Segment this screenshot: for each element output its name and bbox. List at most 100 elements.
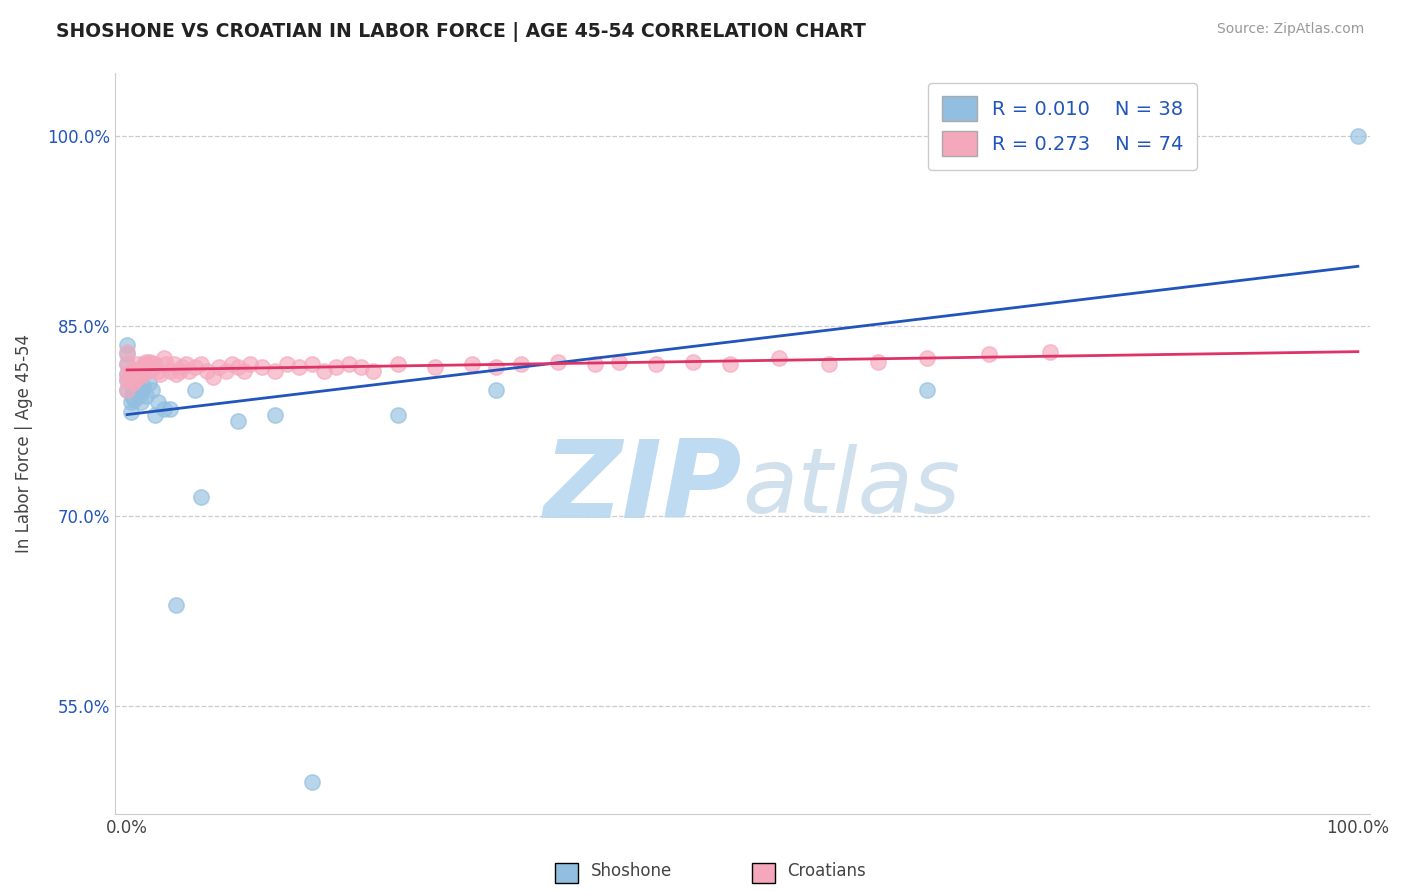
Point [547, 355, 569, 369]
Point [115, 368, 138, 382]
Point [172, 359, 194, 374]
Point [387, 357, 409, 371]
Point [128, 383, 150, 397]
Text: SHOSHONE VS CROATIAN IN LABOR FORCE | AGE 45-54 CORRELATION CHART: SHOSHONE VS CROATIAN IN LABOR FORCE | AG… [56, 22, 866, 42]
Point [159, 401, 181, 416]
Point [768, 351, 790, 365]
Point [177, 364, 200, 378]
Point [153, 401, 176, 416]
Point [208, 359, 231, 374]
Point [115, 338, 138, 352]
Point [129, 364, 152, 378]
Point [165, 598, 187, 612]
Point [134, 357, 156, 371]
Point [312, 364, 335, 378]
Legend: R = 0.010    N = 38, R = 0.273    N = 74: R = 0.010 N = 38, R = 0.273 N = 74 [928, 83, 1198, 169]
Point [120, 405, 142, 419]
Point [139, 355, 162, 369]
Point [169, 364, 191, 378]
Text: Source: ZipAtlas.com: Source: ZipAtlas.com [1216, 22, 1364, 37]
Point [128, 370, 150, 384]
Point [138, 359, 160, 374]
Point [115, 368, 138, 382]
Point [122, 383, 145, 397]
Y-axis label: In Labor Force | Age 45-54: In Labor Force | Age 45-54 [15, 334, 32, 553]
Point [485, 359, 508, 374]
Text: atlas: atlas [742, 444, 960, 532]
Point [866, 355, 889, 369]
Point [184, 359, 207, 374]
Point [138, 376, 160, 391]
Point [115, 344, 138, 359]
Point [145, 357, 167, 371]
Point [361, 364, 384, 378]
Point [226, 414, 249, 428]
Point [115, 383, 138, 397]
Point [252, 359, 274, 374]
Text: Croatians: Croatians [787, 863, 866, 880]
Point [263, 364, 285, 378]
Point [132, 379, 155, 393]
Point [485, 383, 508, 397]
Point [165, 368, 187, 382]
Point [301, 775, 323, 789]
Point [115, 357, 138, 371]
Point [190, 491, 212, 505]
Point [915, 383, 938, 397]
Point [134, 355, 156, 369]
Point [153, 351, 176, 365]
Point [135, 364, 157, 378]
Text: ZIP: ZIP [544, 435, 742, 541]
Point [122, 376, 145, 391]
Point [141, 383, 163, 397]
Point [142, 357, 165, 371]
Point [127, 370, 149, 384]
Point [325, 359, 347, 374]
Point [127, 357, 149, 371]
Point [143, 359, 166, 374]
Point [128, 389, 150, 403]
Point [239, 357, 262, 371]
Point [263, 408, 285, 422]
Point [190, 357, 212, 371]
Text: Shoshone: Shoshone [591, 863, 672, 880]
Point [174, 357, 197, 371]
Point [915, 351, 938, 365]
Point [288, 359, 311, 374]
Point [337, 357, 360, 371]
Point [184, 383, 207, 397]
Point [202, 370, 225, 384]
Point [146, 364, 169, 378]
Point [135, 364, 157, 378]
Point [115, 383, 138, 397]
Point [149, 368, 172, 382]
Point [125, 364, 148, 378]
Point [115, 372, 138, 386]
Point [1347, 129, 1369, 144]
Point [718, 357, 741, 371]
Point [682, 355, 704, 369]
Point [195, 364, 218, 378]
Point [460, 357, 482, 371]
Point [125, 376, 148, 391]
Point [159, 364, 181, 378]
Point [124, 392, 146, 407]
Point [131, 359, 153, 374]
Point [141, 362, 163, 376]
Point [120, 395, 142, 409]
Point [276, 357, 298, 371]
Point [124, 383, 146, 397]
Point [301, 357, 323, 371]
Point [221, 357, 243, 371]
Point [609, 355, 631, 369]
Point [977, 347, 1000, 361]
Point [124, 368, 146, 382]
Point [124, 372, 146, 386]
Point [115, 357, 138, 371]
Point [1039, 344, 1062, 359]
Point [134, 389, 156, 403]
Point [387, 408, 409, 422]
Point [121, 389, 143, 403]
Point [509, 357, 531, 371]
Point [145, 408, 167, 422]
